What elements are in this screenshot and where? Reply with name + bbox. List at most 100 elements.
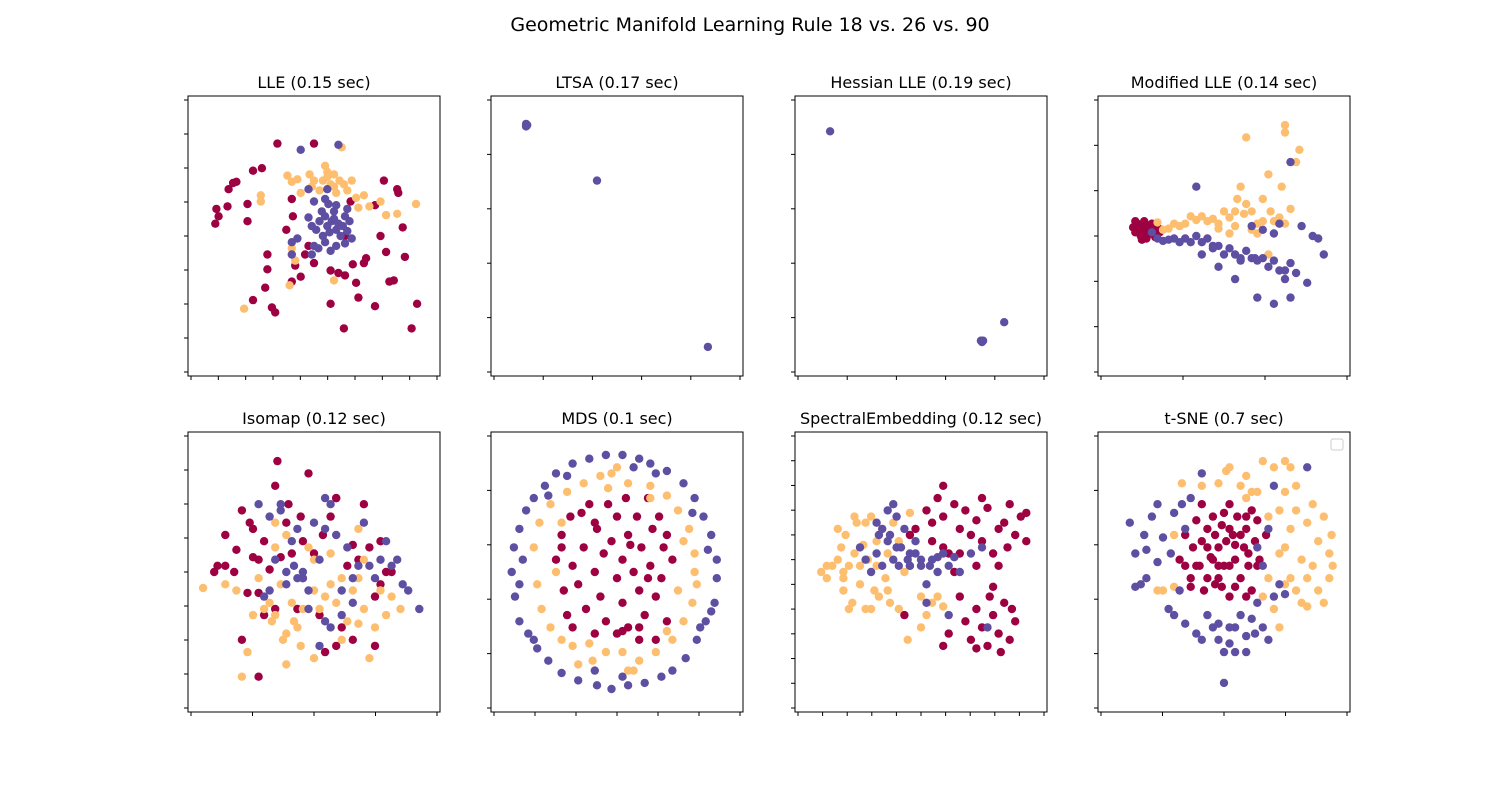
data-point bbox=[324, 199, 333, 209]
data-point bbox=[1131, 549, 1140, 558]
data-point bbox=[343, 204, 352, 214]
data-point bbox=[1225, 561, 1234, 570]
data-point bbox=[679, 537, 688, 546]
data-point bbox=[961, 506, 970, 515]
data-point bbox=[983, 623, 992, 632]
data-point bbox=[1291, 268, 1301, 278]
data-point bbox=[296, 145, 305, 154]
data-point bbox=[855, 561, 865, 570]
data-point bbox=[551, 555, 561, 564]
data-point bbox=[601, 450, 611, 460]
data-point bbox=[1258, 194, 1268, 204]
data-point bbox=[271, 543, 280, 552]
data-point bbox=[1230, 647, 1240, 657]
data-point bbox=[1230, 540, 1240, 550]
data-point bbox=[872, 518, 881, 527]
data-point bbox=[1225, 213, 1234, 222]
data-point bbox=[1169, 610, 1179, 620]
data-point bbox=[557, 668, 566, 678]
data-point bbox=[557, 635, 566, 644]
data-point bbox=[662, 491, 672, 500]
data-point bbox=[1266, 207, 1275, 216]
data-point bbox=[1233, 512, 1242, 521]
data-point bbox=[883, 586, 892, 595]
data-point bbox=[643, 574, 653, 583]
data-point bbox=[1264, 635, 1273, 644]
data-point bbox=[966, 530, 976, 540]
data-point bbox=[287, 194, 296, 204]
data-point bbox=[837, 543, 846, 552]
data-point bbox=[1203, 610, 1212, 620]
data-point bbox=[267, 617, 277, 626]
data-point bbox=[278, 635, 288, 644]
data-point bbox=[329, 170, 339, 179]
data-point bbox=[933, 553, 942, 562]
data-point bbox=[265, 598, 274, 607]
data-point bbox=[679, 617, 688, 626]
data-point bbox=[585, 639, 594, 648]
data-point bbox=[1242, 471, 1251, 481]
data-point bbox=[1258, 225, 1268, 234]
data-point bbox=[1236, 530, 1245, 540]
data-point bbox=[1142, 574, 1151, 583]
data-point bbox=[230, 567, 239, 577]
data-point bbox=[581, 604, 591, 614]
data-point bbox=[326, 512, 335, 521]
data-point bbox=[972, 644, 981, 653]
data-point bbox=[1319, 598, 1329, 607]
data-point bbox=[621, 493, 631, 503]
data-point bbox=[822, 574, 831, 583]
data-point bbox=[817, 567, 826, 577]
data-point bbox=[365, 202, 374, 211]
data-point bbox=[668, 635, 677, 644]
data-point bbox=[1275, 623, 1284, 632]
data-point bbox=[1269, 256, 1279, 265]
data-point bbox=[300, 250, 310, 259]
data-point bbox=[955, 592, 964, 601]
axes-frame bbox=[794, 95, 1048, 377]
data-point bbox=[1147, 512, 1157, 521]
data-point bbox=[1269, 604, 1279, 614]
data-point bbox=[603, 484, 613, 493]
data-point bbox=[1203, 524, 1212, 534]
data-point bbox=[933, 567, 942, 577]
data-point bbox=[1230, 207, 1240, 216]
data-point bbox=[1239, 209, 1249, 218]
data-point bbox=[585, 454, 594, 463]
data-point bbox=[922, 580, 931, 589]
data-point bbox=[354, 524, 363, 534]
data-point bbox=[213, 561, 222, 570]
data-point bbox=[332, 641, 341, 651]
data-point bbox=[273, 139, 282, 148]
data-point bbox=[889, 500, 898, 509]
data-point bbox=[1147, 228, 1157, 237]
data-point bbox=[348, 586, 357, 595]
data-point bbox=[916, 592, 926, 601]
data-point bbox=[646, 493, 655, 503]
data-point bbox=[696, 623, 705, 632]
data-point bbox=[848, 598, 857, 607]
data-point bbox=[1197, 481, 1207, 490]
data-point bbox=[293, 234, 302, 243]
data-point bbox=[315, 186, 324, 195]
subplot-1: LLE (0.15 sec) bbox=[184, 73, 441, 380]
data-point bbox=[701, 617, 710, 626]
data-point bbox=[365, 561, 374, 570]
subplot-title: Hessian LLE (0.19 sec) bbox=[830, 73, 1011, 92]
data-point bbox=[618, 672, 627, 681]
data-point bbox=[885, 530, 895, 540]
data-point bbox=[1247, 487, 1256, 497]
data-point bbox=[287, 250, 296, 259]
data-point bbox=[340, 271, 350, 280]
data-point bbox=[1175, 555, 1184, 564]
data-point bbox=[844, 561, 854, 570]
data-point bbox=[618, 598, 627, 607]
data-point bbox=[1264, 524, 1273, 534]
data-point bbox=[271, 308, 280, 317]
subplot-6: MDS (0.1 sec) bbox=[487, 409, 744, 716]
data-point bbox=[994, 524, 1003, 534]
data-point bbox=[1186, 238, 1195, 247]
data-point bbox=[579, 479, 588, 488]
data-point bbox=[692, 580, 701, 589]
data-point bbox=[535, 518, 544, 527]
